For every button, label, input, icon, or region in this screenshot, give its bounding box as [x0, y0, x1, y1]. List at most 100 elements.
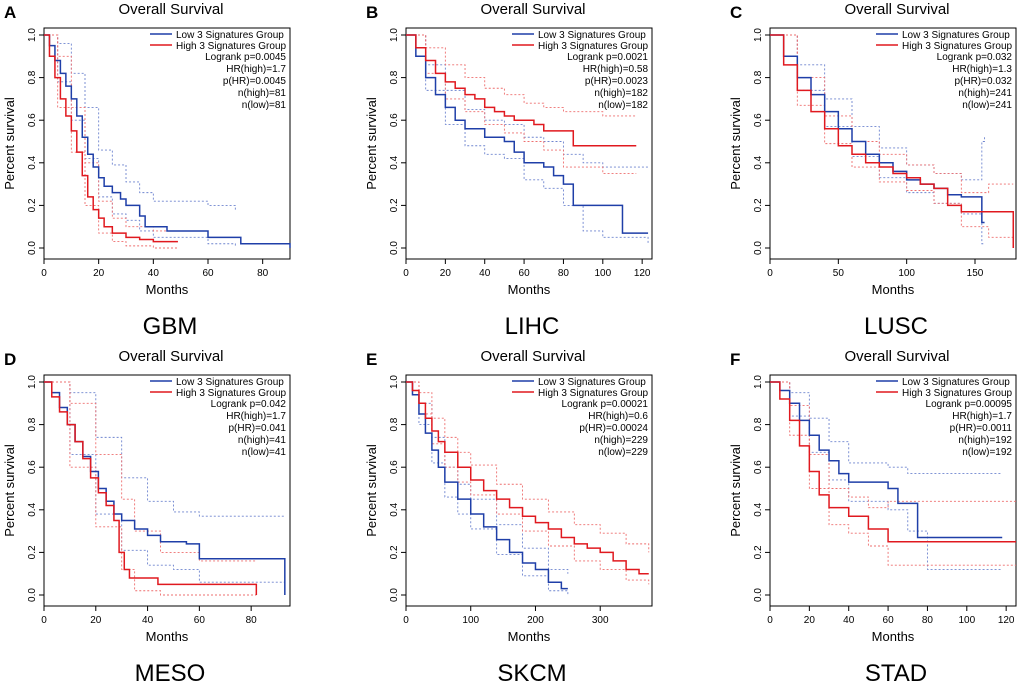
stat-line: HR(high)=0.58	[583, 64, 649, 75]
plot-frame	[769, 374, 1017, 607]
y-tick-label: 0.0	[27, 241, 38, 255]
low-ci-upper	[770, 34, 986, 181]
y-tick-label: 0.0	[27, 588, 38, 602]
stat-line: n(low)=192	[962, 447, 1012, 458]
x-tick-label: 100	[462, 615, 479, 626]
x-tick-label: 80	[922, 615, 934, 626]
y-tick-label: 0.4	[753, 502, 764, 516]
stat-line: n(low)=41	[242, 447, 287, 458]
x-axis-label: Months	[872, 629, 915, 644]
y-tick-label: 1.0	[753, 28, 764, 42]
high-ci-lower	[770, 34, 1014, 238]
low-survival-curve	[770, 381, 1003, 539]
stat-line: Logrank p=0.0021	[567, 52, 648, 63]
panel-letter: F	[730, 350, 740, 369]
stat-line: n(low)=182	[598, 100, 648, 111]
x-tick-label: 0	[403, 268, 409, 279]
y-tick-label: 1.0	[389, 375, 400, 389]
y-tick-label: 0.6	[389, 460, 400, 474]
stat-line: HR(high)=1.7	[952, 411, 1012, 422]
plot-frame	[769, 27, 1017, 260]
x-tick-label: 0	[767, 615, 773, 626]
x-tick-label: 50	[833, 268, 845, 279]
y-tick-label: 0.4	[389, 155, 400, 169]
stat-line: n(high)=41	[238, 435, 287, 446]
x-axis-label: Months	[508, 282, 551, 297]
low-ci-lower	[44, 34, 236, 246]
y-tick-label: 1.0	[27, 28, 38, 42]
stat-line: HR(high)=1.7	[226, 411, 286, 422]
low-survival-curve	[406, 381, 568, 590]
y-tick-label: 0.2	[753, 545, 764, 559]
cancer-type-label: LIHC	[505, 313, 560, 340]
y-tick-label: 1.0	[27, 375, 38, 389]
low-survival-curve	[406, 34, 649, 234]
y-tick-label: 0.6	[27, 113, 38, 127]
y-axis-label: Percent survival	[728, 444, 743, 537]
low-ci-upper	[44, 381, 285, 517]
plot-title: Overall Survival	[480, 1, 585, 18]
x-tick-label: 100	[958, 615, 975, 626]
high-survival-curve	[406, 34, 637, 147]
x-axis-label: Months	[146, 282, 189, 297]
x-tick-label: 120	[998, 615, 1015, 626]
legend-entry: High 3 Signatures Group	[902, 41, 1013, 52]
stat-line: Logrank p=0.042	[211, 399, 287, 410]
x-axis-label: Months	[146, 629, 189, 644]
x-tick-label: 20	[804, 615, 816, 626]
low-ci-upper	[44, 34, 236, 210]
stat-line: n(low)=229	[598, 447, 648, 458]
legend-entry: High 3 Signatures Group	[176, 388, 287, 399]
high-ci-lower	[770, 381, 1016, 566]
stat-line: Logrank p=0.00095	[926, 399, 1013, 410]
x-tick-label: 100	[898, 268, 915, 279]
panel-letter: C	[730, 3, 742, 22]
stat-line: p(HR)=0.032	[954, 76, 1012, 87]
high-ci-lower	[44, 381, 257, 596]
x-tick-label: 100	[594, 268, 611, 279]
x-tick-label: 0	[41, 615, 47, 626]
plot-title: Overall Survival	[118, 348, 223, 365]
high-survival-curve	[44, 34, 178, 243]
plot-frame	[405, 374, 653, 607]
y-tick-label: 0.2	[389, 198, 400, 212]
high-ci-upper	[44, 34, 179, 234]
x-tick-label: 60	[194, 615, 206, 626]
x-tick-label: 0	[403, 615, 409, 626]
y-tick-label: 0.8	[27, 417, 38, 431]
x-tick-label: 20	[90, 615, 102, 626]
legend-entry: Low 3 Signatures Group	[176, 30, 284, 41]
plot-frame	[405, 27, 653, 260]
x-tick-label: 20	[440, 268, 452, 279]
x-tick-label: 60	[202, 268, 214, 279]
y-tick-label: 0.2	[27, 198, 38, 212]
y-tick-label: 0.4	[389, 502, 400, 516]
y-tick-label: 0.0	[753, 588, 764, 602]
legend-entry: Low 3 Signatures Group	[902, 30, 1010, 41]
stat-line: n(high)=192	[958, 435, 1012, 446]
stat-line: p(HR)=0.041	[228, 423, 286, 434]
low-survival-curve	[44, 34, 291, 248]
y-tick-label: 1.0	[389, 28, 400, 42]
y-tick-label: 0.8	[27, 70, 38, 84]
cancer-type-label: GBM	[143, 313, 198, 340]
high-ci-upper	[770, 381, 1016, 509]
stat-line: n(high)=229	[594, 435, 648, 446]
x-tick-label: 150	[967, 268, 984, 279]
high-ci-lower	[44, 34, 178, 249]
y-tick-label: 0.0	[389, 588, 400, 602]
plot-title: Overall Survival	[844, 1, 949, 18]
legend-entry: High 3 Signatures Group	[902, 388, 1013, 399]
x-axis-label: Months	[872, 282, 915, 297]
stat-line: n(high)=81	[238, 88, 287, 99]
stat-line: p(HR)=0.0045	[223, 76, 287, 87]
x-tick-label: 40	[843, 615, 855, 626]
x-tick-label: 120	[634, 268, 651, 279]
high-ci-upper	[44, 381, 257, 562]
y-tick-label: 0.4	[753, 155, 764, 169]
stat-line: p(HR)=0.00024	[579, 423, 648, 434]
y-axis-label: Percent survival	[2, 97, 17, 190]
high-survival-curve	[770, 381, 1016, 543]
high-ci-upper	[406, 381, 650, 553]
legend-entry: Low 3 Signatures Group	[176, 377, 284, 388]
